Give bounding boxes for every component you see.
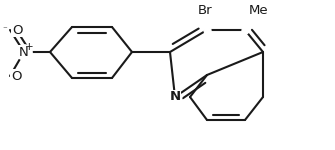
Text: ⁻: ⁻ [2,26,7,34]
Text: O: O [11,69,21,82]
Text: Br: Br [198,4,212,17]
Text: Me: Me [249,4,269,17]
Text: N: N [19,45,29,58]
Text: +: + [25,42,33,52]
Text: N: N [170,90,181,104]
Text: O: O [12,24,22,36]
